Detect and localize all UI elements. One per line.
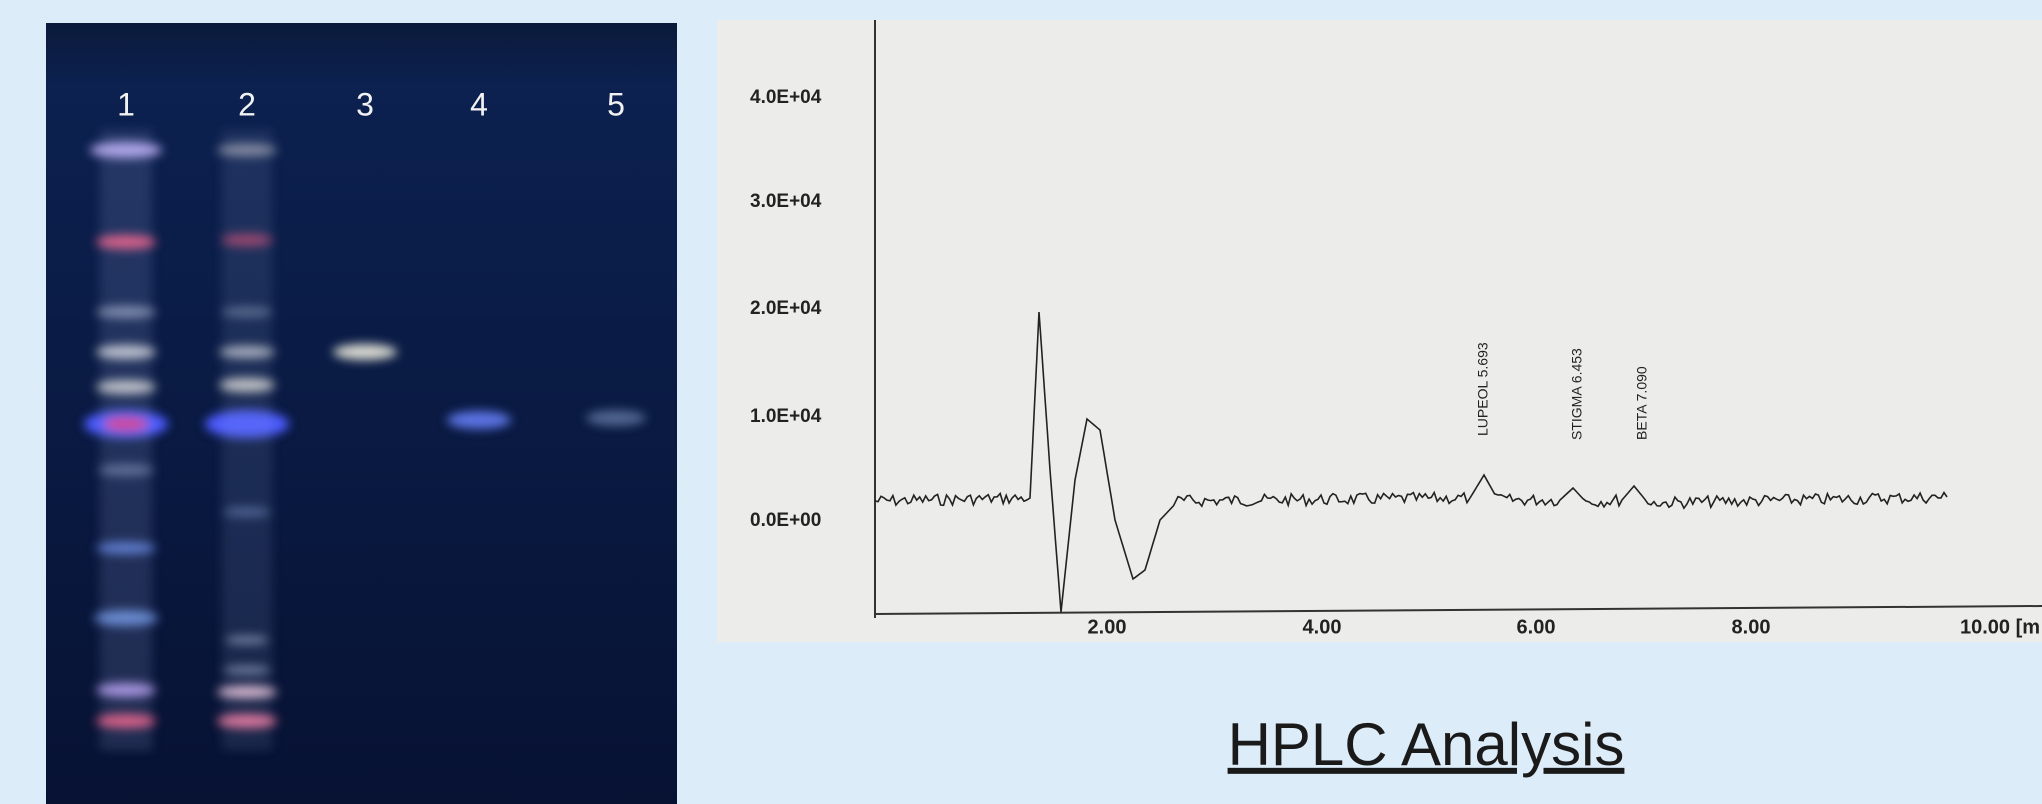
x-axis-label: 8.00 — [1732, 616, 1771, 638]
gel-bands — [84, 130, 646, 750]
y-axis-label: 3.0E+04 — [750, 191, 822, 212]
y-axis-label: 2.0E+04 — [750, 298, 822, 319]
y-axis-label: 0.0E+00 — [750, 510, 821, 531]
lane-smear — [222, 130, 272, 750]
peak-label: BETA 7.090 — [1634, 366, 1650, 440]
y-axis-label: 4.0E+04 — [750, 87, 822, 108]
gel-band — [586, 410, 646, 426]
lane-label: 2 — [238, 86, 256, 122]
gel-image — [46, 23, 677, 804]
lane-label: 5 — [607, 86, 625, 122]
peak-label: LUPEOL 5.693 — [1475, 342, 1491, 436]
lane-smear — [100, 130, 152, 750]
caption: HPLC Analysis — [1228, 711, 1625, 778]
peak-label: STIGMA 6.453 — [1569, 348, 1585, 440]
chromatogram-paper — [717, 20, 2042, 642]
y-axis-label: 1.0E+04 — [750, 406, 822, 427]
lane-label: 1 — [117, 86, 135, 122]
x-axis-label: 10.00 [m — [1960, 616, 2040, 638]
x-axis-label: 6.00 — [1517, 616, 1556, 638]
x-axis-label: 4.00 — [1303, 616, 1342, 638]
gel-band — [447, 411, 511, 429]
x-axis — [874, 605, 2042, 615]
lane-label: 3 — [356, 86, 374, 122]
lane-label: 4 — [470, 86, 488, 122]
gel-band — [333, 344, 397, 360]
x-axis-label: 2.00 — [1088, 616, 1127, 638]
chromatogram-photo: 4.0E+04 3.0E+04 2.0E+04 1.0E+04 0.0E+00 2.00 4… — [717, 20, 2042, 642]
chromatogram-trace — [874, 311, 1948, 613]
